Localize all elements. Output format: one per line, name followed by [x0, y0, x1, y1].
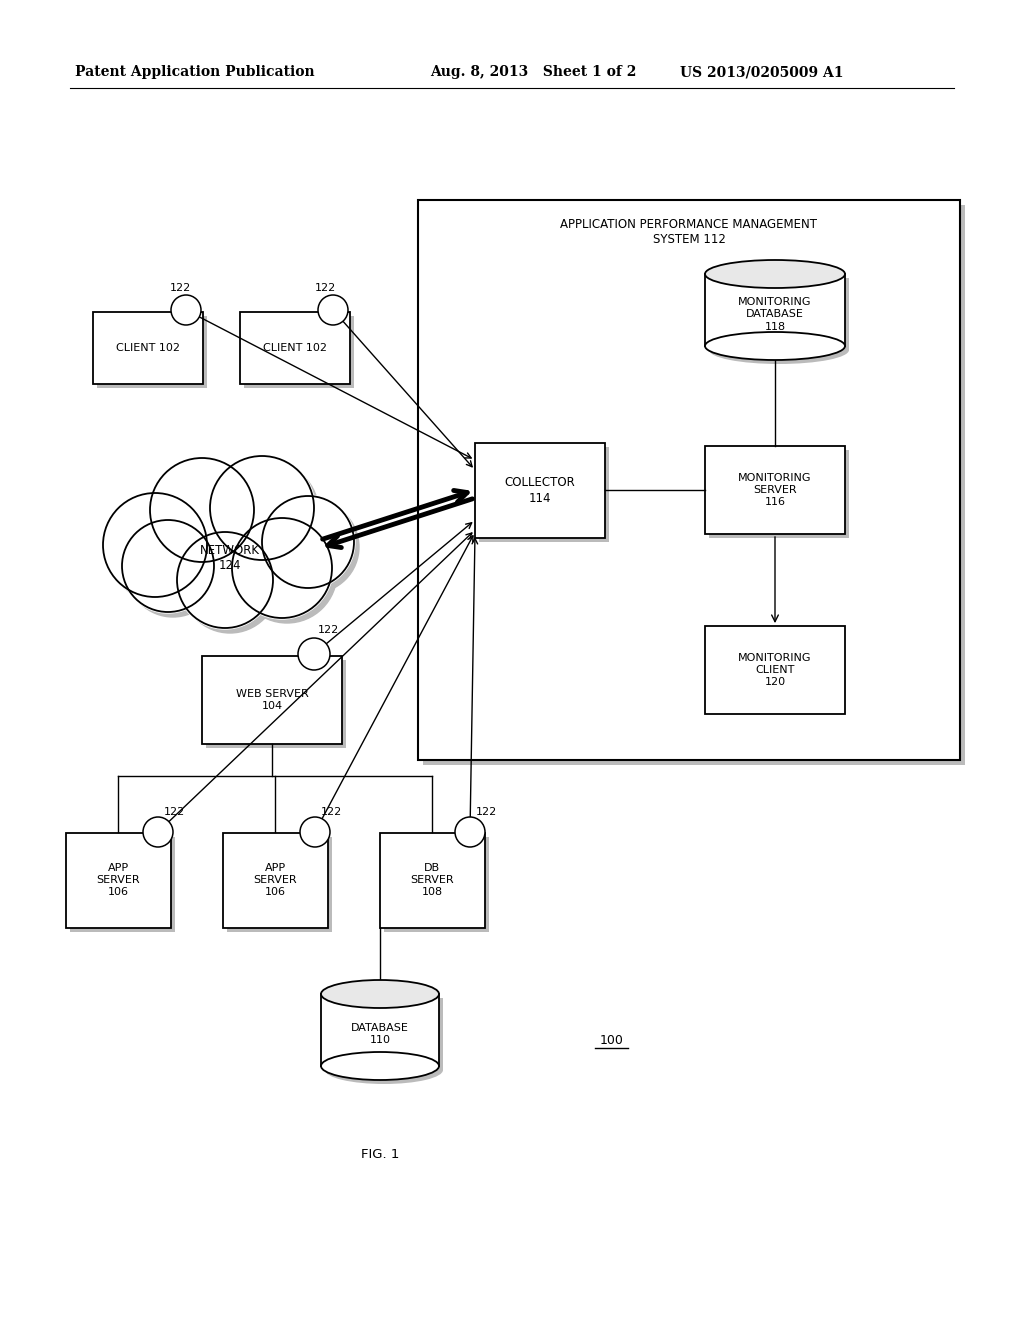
- Circle shape: [182, 537, 278, 634]
- Bar: [709, 279, 849, 350]
- Text: 122: 122: [318, 624, 339, 635]
- Circle shape: [155, 463, 259, 568]
- Ellipse shape: [321, 979, 439, 1008]
- Text: WEB SERVER
104: WEB SERVER 104: [236, 689, 308, 711]
- Text: 122: 122: [164, 807, 185, 817]
- Bar: [479, 446, 609, 541]
- Bar: [423, 205, 965, 766]
- Ellipse shape: [325, 1056, 443, 1084]
- Bar: [475, 442, 605, 537]
- Text: Patent Application Publication: Patent Application Publication: [75, 65, 314, 79]
- Text: 122: 122: [321, 807, 342, 817]
- Circle shape: [267, 502, 359, 593]
- Circle shape: [108, 498, 212, 602]
- Text: MONITORING
DATABASE
118: MONITORING DATABASE 118: [738, 297, 812, 331]
- Bar: [418, 201, 961, 760]
- Circle shape: [121, 519, 215, 612]
- Circle shape: [300, 817, 330, 847]
- Text: MONITORING
SERVER
116: MONITORING SERVER 116: [738, 473, 812, 507]
- Text: MONITORING
CLIENT
120: MONITORING CLIENT 120: [738, 652, 812, 688]
- Bar: [206, 660, 346, 748]
- Bar: [705, 626, 845, 714]
- Bar: [240, 312, 350, 384]
- Circle shape: [209, 455, 315, 561]
- Ellipse shape: [321, 1052, 439, 1080]
- Bar: [202, 656, 342, 744]
- Bar: [222, 833, 328, 928]
- Bar: [70, 837, 174, 932]
- Ellipse shape: [709, 337, 849, 364]
- Text: 100: 100: [600, 1034, 624, 1047]
- Text: DATABASE
110: DATABASE 110: [351, 1023, 409, 1045]
- Bar: [66, 833, 171, 928]
- Bar: [384, 837, 488, 932]
- Bar: [325, 998, 443, 1071]
- Text: 122: 122: [170, 282, 191, 293]
- Text: APP
SERVER
106: APP SERVER 106: [96, 862, 140, 898]
- Text: COLLECTOR
114: COLLECTOR 114: [505, 475, 575, 504]
- Text: APP
SERVER
106: APP SERVER 106: [253, 862, 297, 898]
- Text: Aug. 8, 2013   Sheet 1 of 2: Aug. 8, 2013 Sheet 1 of 2: [430, 65, 636, 79]
- Text: 122: 122: [476, 807, 498, 817]
- Bar: [709, 450, 849, 539]
- Circle shape: [102, 492, 208, 598]
- Bar: [705, 275, 845, 346]
- Text: CLIENT 102: CLIENT 102: [116, 343, 180, 352]
- Bar: [226, 837, 332, 932]
- Bar: [380, 833, 484, 928]
- Bar: [321, 994, 439, 1067]
- Circle shape: [215, 461, 319, 565]
- Text: DB
SERVER
108: DB SERVER 108: [411, 862, 454, 898]
- Text: FIG. 1: FIG. 1: [360, 1148, 399, 1162]
- Circle shape: [150, 457, 255, 564]
- Circle shape: [455, 817, 485, 847]
- Circle shape: [261, 495, 355, 589]
- Bar: [244, 315, 354, 388]
- Text: APPLICATION PERFORMANCE MANAGEMENT
SYSTEM 112: APPLICATION PERFORMANCE MANAGEMENT SYSTE…: [560, 218, 817, 246]
- Bar: [709, 630, 849, 718]
- Bar: [705, 446, 845, 535]
- Ellipse shape: [705, 333, 845, 360]
- Bar: [93, 312, 203, 384]
- Text: 122: 122: [315, 282, 336, 293]
- Circle shape: [176, 531, 274, 630]
- Circle shape: [127, 525, 219, 616]
- Circle shape: [318, 294, 348, 325]
- Ellipse shape: [705, 260, 845, 288]
- Circle shape: [237, 523, 337, 623]
- Text: US 2013/0205009 A1: US 2013/0205009 A1: [680, 65, 844, 79]
- Circle shape: [298, 638, 330, 671]
- Circle shape: [231, 517, 333, 619]
- Text: NETWORK
124: NETWORK 124: [200, 544, 260, 572]
- Circle shape: [143, 817, 173, 847]
- Bar: [97, 315, 207, 388]
- Circle shape: [171, 294, 201, 325]
- Text: CLIENT 102: CLIENT 102: [263, 343, 327, 352]
